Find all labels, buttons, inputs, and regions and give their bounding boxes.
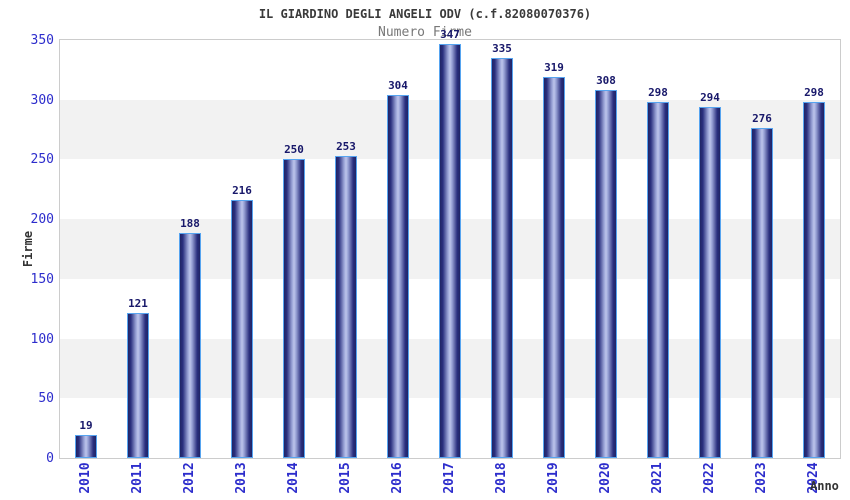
- bar-2011: [127, 313, 149, 458]
- bar-2021: [647, 102, 669, 458]
- x-tick-label: 2017: [442, 462, 457, 494]
- x-tick-label: 2014: [286, 462, 301, 494]
- bar-value-label: 298: [804, 86, 824, 99]
- chart-subtitle: Numero Firme: [378, 25, 472, 40]
- bar-value-label: 308: [596, 74, 616, 87]
- bar-value-label: 304: [388, 79, 408, 92]
- bar-2024: [803, 102, 825, 458]
- bar-value-label: 335: [492, 42, 512, 55]
- y-axis-title: Firme: [21, 230, 35, 268]
- bar-2016: [387, 95, 409, 458]
- x-tick-label: 2016: [390, 462, 405, 494]
- y-tick-label: 0: [46, 451, 54, 466]
- x-tick-label: 2019: [546, 462, 561, 494]
- x-tick-label: 2022: [702, 462, 717, 494]
- bar-2022: [699, 107, 721, 458]
- x-tick-label: 2010: [78, 462, 93, 494]
- x-tick-label: 2015: [338, 462, 353, 494]
- bar-value-label: 121: [128, 297, 148, 310]
- bar-2014: [283, 159, 305, 458]
- x-tick-label: 2011: [130, 462, 145, 494]
- bar-value-label: 298: [648, 86, 668, 99]
- bar-2020: [595, 90, 617, 458]
- chart-title: IL GIARDINO DEGLI ANGELI ODV (c.f.820800…: [258, 7, 592, 21]
- bar-value-label: 250: [284, 143, 304, 156]
- y-tick-label: 50: [38, 391, 54, 407]
- x-tick-label: 2018: [494, 462, 509, 494]
- x-axis-title: Anno: [810, 479, 839, 493]
- bar-value-label: 188: [180, 217, 200, 230]
- bar-2023: [751, 128, 773, 458]
- bar-2010: [75, 435, 97, 458]
- x-tick-label: 2021: [650, 462, 665, 494]
- y-tick-label: 150: [30, 271, 54, 287]
- y-tick-label: 100: [30, 331, 54, 347]
- bar-value-label: 319: [544, 61, 564, 74]
- y-tick-label: 300: [30, 92, 54, 108]
- x-tick-label: 2013: [234, 462, 249, 494]
- y-tick-label: 350: [30, 33, 54, 48]
- bar-2019: [543, 77, 565, 458]
- bar-2018: [491, 58, 513, 458]
- bar-2017: [439, 44, 461, 458]
- y-tick-label: 250: [30, 152, 54, 168]
- x-tick-label: 2012: [182, 462, 197, 494]
- x-tick-label: 2023: [754, 462, 769, 494]
- bar-value-label: 347: [440, 28, 460, 41]
- bar-value-label: 253: [336, 140, 356, 153]
- y-tick-label: 200: [30, 212, 54, 228]
- bar-2015: [335, 156, 357, 458]
- x-tick-label: 2020: [598, 462, 613, 494]
- bar-value-label: 276: [752, 112, 772, 125]
- bar-2012: [179, 233, 201, 458]
- bar-value-label: 19: [79, 419, 93, 432]
- bar-value-label: 294: [700, 91, 720, 104]
- bar-2013: [231, 200, 253, 458]
- plot-area: 19 121 188 216 250 253 304 347 335 319 308 298 294 27…: [59, 28, 841, 459]
- bar-value-label: 216: [232, 184, 252, 197]
